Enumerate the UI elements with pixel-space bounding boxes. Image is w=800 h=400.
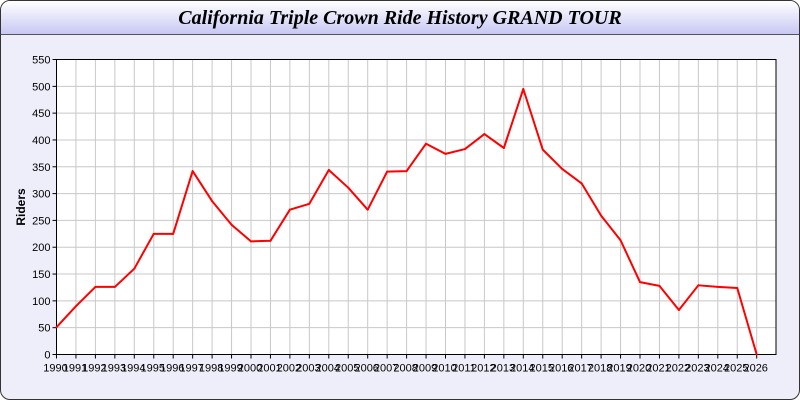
data-point	[347, 186, 350, 189]
x-tick-label: 2014	[510, 363, 534, 375]
x-tick-label: 2002	[277, 363, 301, 375]
x-tick-label: 1994	[121, 363, 145, 375]
data-point	[386, 170, 389, 173]
x-tick-label: 2026	[743, 363, 767, 375]
x-tick-label: 2004	[316, 363, 340, 375]
y-tick-label: 150	[32, 269, 50, 281]
x-tick-label: 2000	[238, 363, 262, 375]
x-tick-label: 2007	[374, 363, 398, 375]
x-tick-label: 2021	[646, 363, 670, 375]
x-tick-label: 2022	[666, 363, 690, 375]
y-tick-label: 50	[38, 323, 50, 335]
data-point	[230, 223, 233, 226]
data-point	[113, 285, 116, 288]
data-point	[288, 208, 291, 211]
title-bar: California Triple Crown Ride History GRA…	[1, 1, 799, 35]
plot-border	[56, 59, 777, 355]
x-tick-label: 1997	[179, 363, 203, 375]
data-point	[600, 214, 603, 217]
x-tick-label: 1992	[82, 363, 106, 375]
data-point	[211, 200, 214, 203]
y-axis-label: Riders	[14, 188, 28, 226]
data-point	[366, 208, 369, 211]
y-tick-label: 550	[32, 55, 50, 67]
x-tick-label: 2011	[452, 363, 476, 375]
x-tick-label: 1995	[141, 363, 165, 375]
data-point	[619, 239, 622, 242]
data-point	[463, 148, 466, 151]
data-point	[133, 267, 136, 270]
y-tick-label: 500	[32, 81, 50, 93]
x-tick-label: 2025	[724, 363, 748, 375]
x-tick-label: 2008	[393, 363, 417, 375]
data-point	[308, 202, 311, 205]
x-tick-label: 1996	[160, 363, 184, 375]
x-tick-label: 1990	[43, 363, 67, 375]
y-tick-label: 100	[32, 296, 50, 308]
x-tick-label: 2012	[471, 363, 495, 375]
data-point	[716, 285, 719, 288]
data-point	[677, 308, 680, 311]
data-point	[327, 168, 330, 171]
y-tick-label: 200	[32, 242, 50, 254]
data-point	[658, 284, 661, 287]
x-tick-label: 2003	[296, 363, 320, 375]
y-tick-label: 400	[32, 135, 50, 147]
data-point	[755, 353, 758, 356]
y-tick-label: 250	[32, 215, 50, 227]
x-tick-label: 2016	[549, 363, 573, 375]
data-point	[172, 232, 175, 235]
data-point	[152, 232, 155, 235]
data-point	[483, 133, 486, 136]
data-point	[502, 147, 505, 149]
data-point	[444, 152, 447, 155]
data-point	[541, 148, 544, 151]
x-tick-label: 2005	[335, 363, 359, 375]
y-tick-label: 350	[32, 162, 50, 174]
x-tick-label: 2015	[530, 363, 554, 375]
x-tick-label: 1998	[199, 363, 223, 375]
x-tick-label: 2009	[413, 363, 437, 375]
x-tick-label: 2006	[354, 363, 378, 375]
chart-title: California Triple Crown Ride History GRA…	[178, 7, 622, 29]
data-point	[250, 240, 252, 243]
x-tick-label: 2024	[705, 363, 729, 375]
data-point	[425, 142, 428, 145]
data-point	[94, 285, 97, 288]
x-tick-label: 1993	[102, 363, 126, 375]
x-tick-label: 2001	[257, 363, 281, 375]
x-tick-label: 2018	[588, 363, 612, 375]
x-tick-label: 2017	[568, 363, 592, 375]
data-point	[74, 305, 77, 308]
data-point	[561, 167, 564, 170]
x-tick-label: 2020	[627, 363, 651, 375]
data-point	[580, 182, 583, 185]
y-tick-label: 300	[32, 189, 50, 201]
x-tick-label: 2023	[685, 363, 709, 375]
x-tick-label: 2019	[607, 363, 631, 375]
y-tick-label: 450	[32, 108, 50, 120]
data-point	[639, 281, 641, 284]
x-tick-label: 2010	[432, 363, 456, 375]
data-point	[405, 170, 408, 173]
plot-area	[56, 59, 776, 355]
y-tick-label: 0	[44, 350, 50, 362]
data-point	[522, 88, 525, 90]
x-tick-label: 2013	[491, 363, 515, 375]
data-point	[736, 286, 739, 289]
x-tick-label: 1999	[218, 363, 242, 375]
data-point	[697, 284, 700, 287]
x-tick-label: 1991	[63, 363, 87, 375]
data-point	[191, 170, 194, 173]
data-point	[269, 239, 272, 242]
data-point	[55, 326, 58, 329]
